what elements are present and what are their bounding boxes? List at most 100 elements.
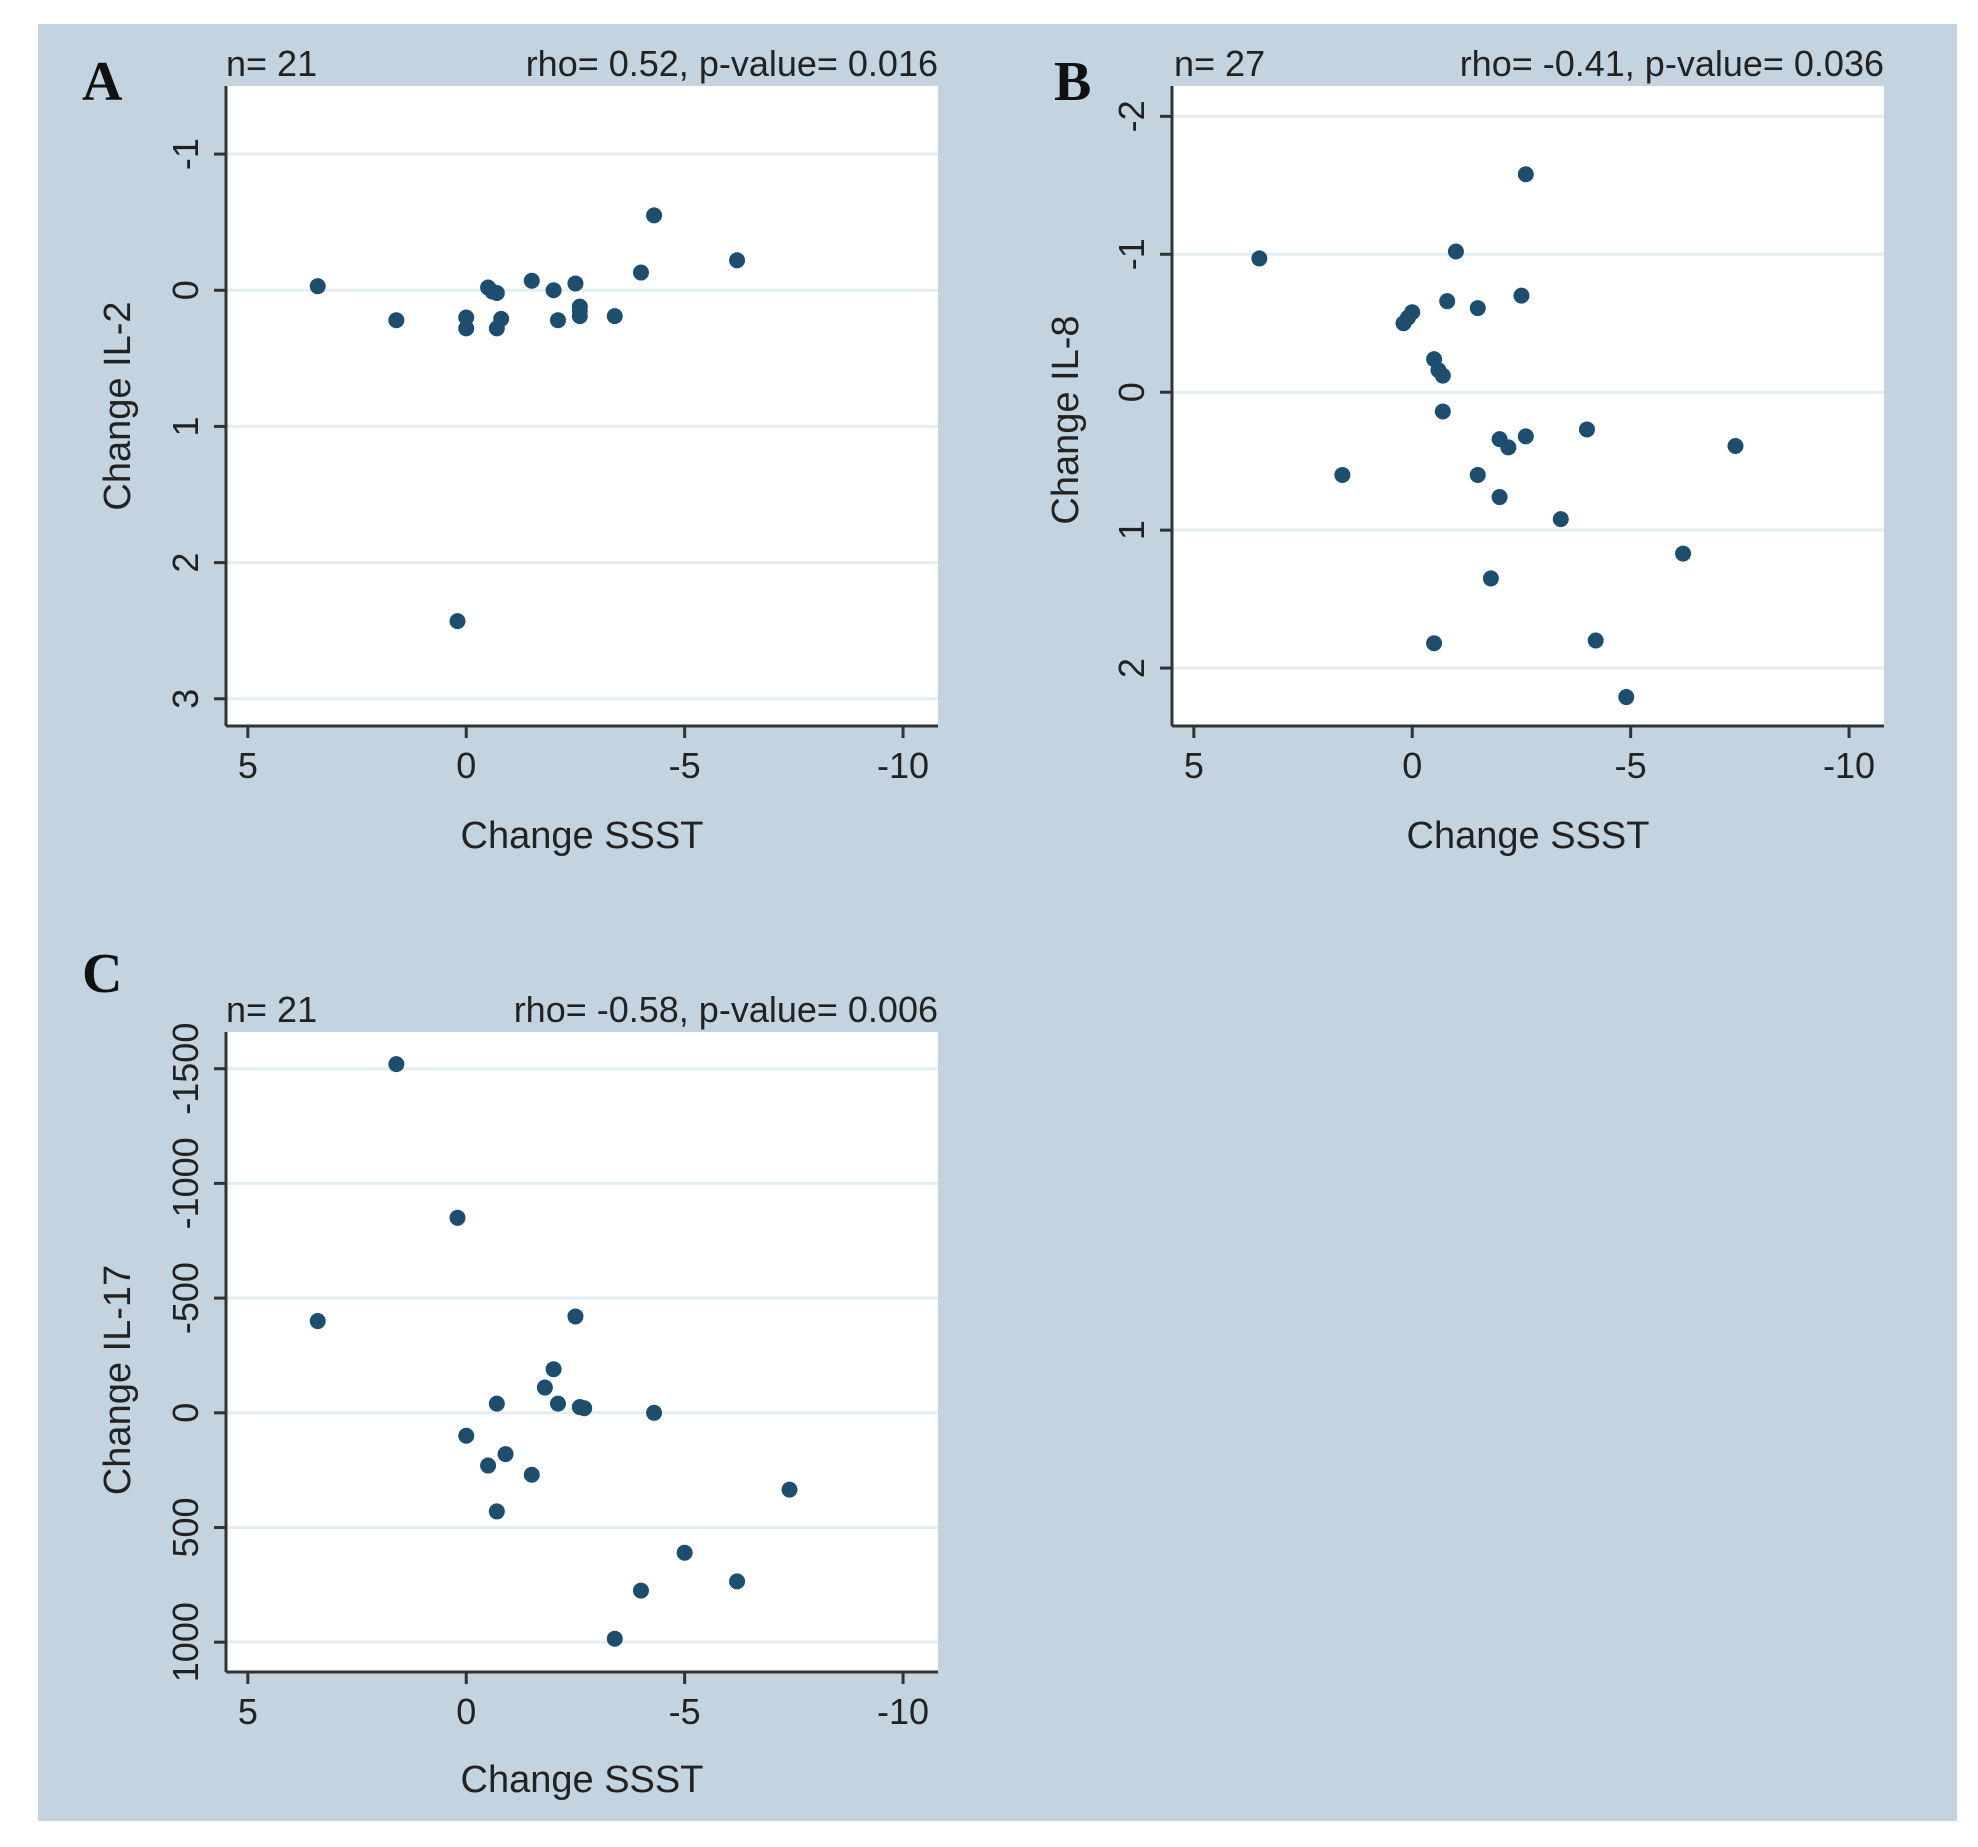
panel-a-data-point [606, 308, 623, 325]
panel-b-data-point [1517, 428, 1534, 445]
panel-b-data-point [1500, 439, 1517, 456]
panel-c-data-point [497, 1446, 514, 1463]
panel-b-letter: B [1054, 51, 1091, 113]
panel-c-data-point [606, 1630, 623, 1647]
panel-b-y-tick-label: -1 [1111, 238, 1152, 270]
panel-b-x-axis-title: Change SSST [1407, 815, 1650, 857]
panel-b-x-tick-label: 5 [1184, 745, 1204, 786]
panel-a-data-point [523, 272, 540, 289]
panel-b-plot-area [1172, 86, 1884, 726]
panel-b-gridlines [1172, 114, 1884, 670]
panel-c-x-tick-label: -5 [669, 1691, 701, 1732]
panel-b-points [1251, 166, 1744, 706]
panel-b-data-point [1434, 367, 1451, 384]
panel-a-data-point [729, 252, 746, 269]
panel-b-data-point [1482, 570, 1499, 587]
panel-b-data-point [1426, 635, 1443, 652]
panel-c-data-point [567, 1308, 584, 1325]
panel-c-letter: C [82, 943, 122, 1005]
panel-c: C n= 21 rho= -0.58, p-value= 0.006 5 0 -5 -… [82, 943, 938, 1801]
panel-c-x-tick-label: 5 [238, 1691, 258, 1732]
panel-a-n-label: n= 21 [226, 43, 317, 84]
panel-b-data-point [1578, 421, 1595, 438]
panel-a-y-axis-title: Change IL-2 [97, 301, 139, 510]
panel-b-x-tick-label: -5 [1615, 745, 1647, 786]
panel-c-y-tick-label: -500 [165, 1262, 206, 1334]
panel-a-x-axis-title: Change SSST [461, 815, 704, 857]
panel-a: A n= 21 rho= 0.52, p-value= 0.016 5 0 -5 -1… [82, 43, 938, 857]
panel-a-x-tick-label: -5 [669, 745, 701, 786]
panel-a-data-point [449, 613, 466, 630]
panel-b-x-tick-label: 0 [1402, 745, 1422, 786]
panel-a-x-ticks: 5 0 -5 -10 [238, 726, 929, 786]
panel-c-y-axis-title: Change IL-17 [97, 1265, 139, 1495]
panel-a-y-tick-label: 1 [165, 416, 206, 436]
panel-c-data-point [549, 1395, 566, 1412]
panel-a-data-point [458, 320, 475, 337]
panel-c-data-point [388, 1056, 405, 1073]
panel-c-x-axis-title: Change SSST [461, 1759, 704, 1801]
panel-b-data-point [1491, 489, 1508, 506]
panel-c-y-tick-label: 500 [165, 1497, 206, 1557]
panel-b-data-point [1513, 287, 1530, 304]
panel-c-data-point [576, 1400, 593, 1417]
panel-b-y-tick-label: -2 [1111, 100, 1152, 132]
panel-c-stats-label: rho= -0.58, p-value= 0.006 [514, 989, 938, 1030]
panel-b-data-point [1517, 166, 1534, 183]
panel-a-data-point [571, 298, 588, 315]
panel-c-x-ticks: 5 0 -5 -10 [238, 1672, 929, 1732]
panel-b-y-tick-label: 0 [1111, 382, 1152, 402]
panel-a-letter: A [82, 51, 123, 113]
panel-a-x-tick-label: 0 [456, 745, 476, 786]
panel-a-data-point [488, 284, 505, 301]
panel-a-data-point [309, 278, 326, 295]
panel-b-data-point [1587, 632, 1604, 649]
panel-a-y-tick-label: 3 [165, 689, 206, 709]
panel-b: B n= 27 rho= -0.41, p-value= 0.036 5 0 -5 -… [1045, 43, 1884, 857]
panel-c-x-tick-label: -10 [877, 1691, 929, 1732]
panel-a-data-point [388, 312, 405, 329]
panel-c-data-point [676, 1544, 693, 1561]
panel-c-data-point [488, 1395, 505, 1412]
panel-a-plot-area [226, 86, 938, 726]
panel-b-data-point [1469, 300, 1486, 317]
panel-b-data-point [1618, 689, 1635, 706]
panel-b-stats-label: rho= -0.41, p-value= 0.036 [1460, 43, 1884, 84]
panel-b-data-point [1675, 545, 1692, 562]
panel-c-y-tick-label: 0 [165, 1403, 206, 1423]
panel-a-data-point [545, 282, 562, 299]
panel-c-data-point [729, 1573, 746, 1590]
panel-a-data-point [549, 312, 566, 329]
panel-b-n-label: n= 27 [1174, 43, 1265, 84]
panel-a-y-tick-label: 0 [165, 280, 206, 300]
panel-a-points [309, 207, 746, 630]
panel-c-data-point [632, 1582, 649, 1599]
panel-c-data-point [781, 1481, 798, 1498]
panel-c-data-point [523, 1466, 540, 1483]
panel-c-data-point [646, 1404, 663, 1421]
panel-b-y-axis-title: Change IL-8 [1045, 315, 1087, 524]
panel-b-data-point [1404, 304, 1421, 321]
panel-c-y-ticks: -1500 -1000 -500 0 500 1000 [165, 1023, 226, 1682]
panel-b-data-point [1439, 293, 1456, 310]
panel-a-x-tick-label: 5 [238, 745, 258, 786]
panel-a-y-tick-label: -1 [165, 138, 206, 170]
panel-c-y-tick-label: 1000 [165, 1602, 206, 1682]
panel-c-points [309, 1056, 798, 1647]
panel-b-data-point [1469, 466, 1486, 483]
panel-c-data-point [545, 1361, 562, 1378]
panel-a-y-ticks: -1 0 1 2 3 [165, 138, 226, 709]
panel-b-y-tick-label: 1 [1111, 520, 1152, 540]
panel-c-data-point [449, 1209, 466, 1226]
panel-c-data-point [488, 1503, 505, 1520]
panel-b-y-ticks: -2 -1 0 1 2 [1111, 100, 1172, 678]
panel-a-data-point [646, 207, 663, 224]
panel-c-data-point [480, 1457, 497, 1474]
panel-c-data-point [309, 1313, 326, 1330]
panel-c-n-label: n= 21 [226, 989, 317, 1030]
panel-c-x-tick-label: 0 [456, 1691, 476, 1732]
panel-b-y-tick-label: 2 [1111, 658, 1152, 678]
panel-b-x-ticks: 5 0 -5 -10 [1184, 726, 1875, 786]
panel-c-y-tick-label: -1000 [165, 1137, 206, 1229]
